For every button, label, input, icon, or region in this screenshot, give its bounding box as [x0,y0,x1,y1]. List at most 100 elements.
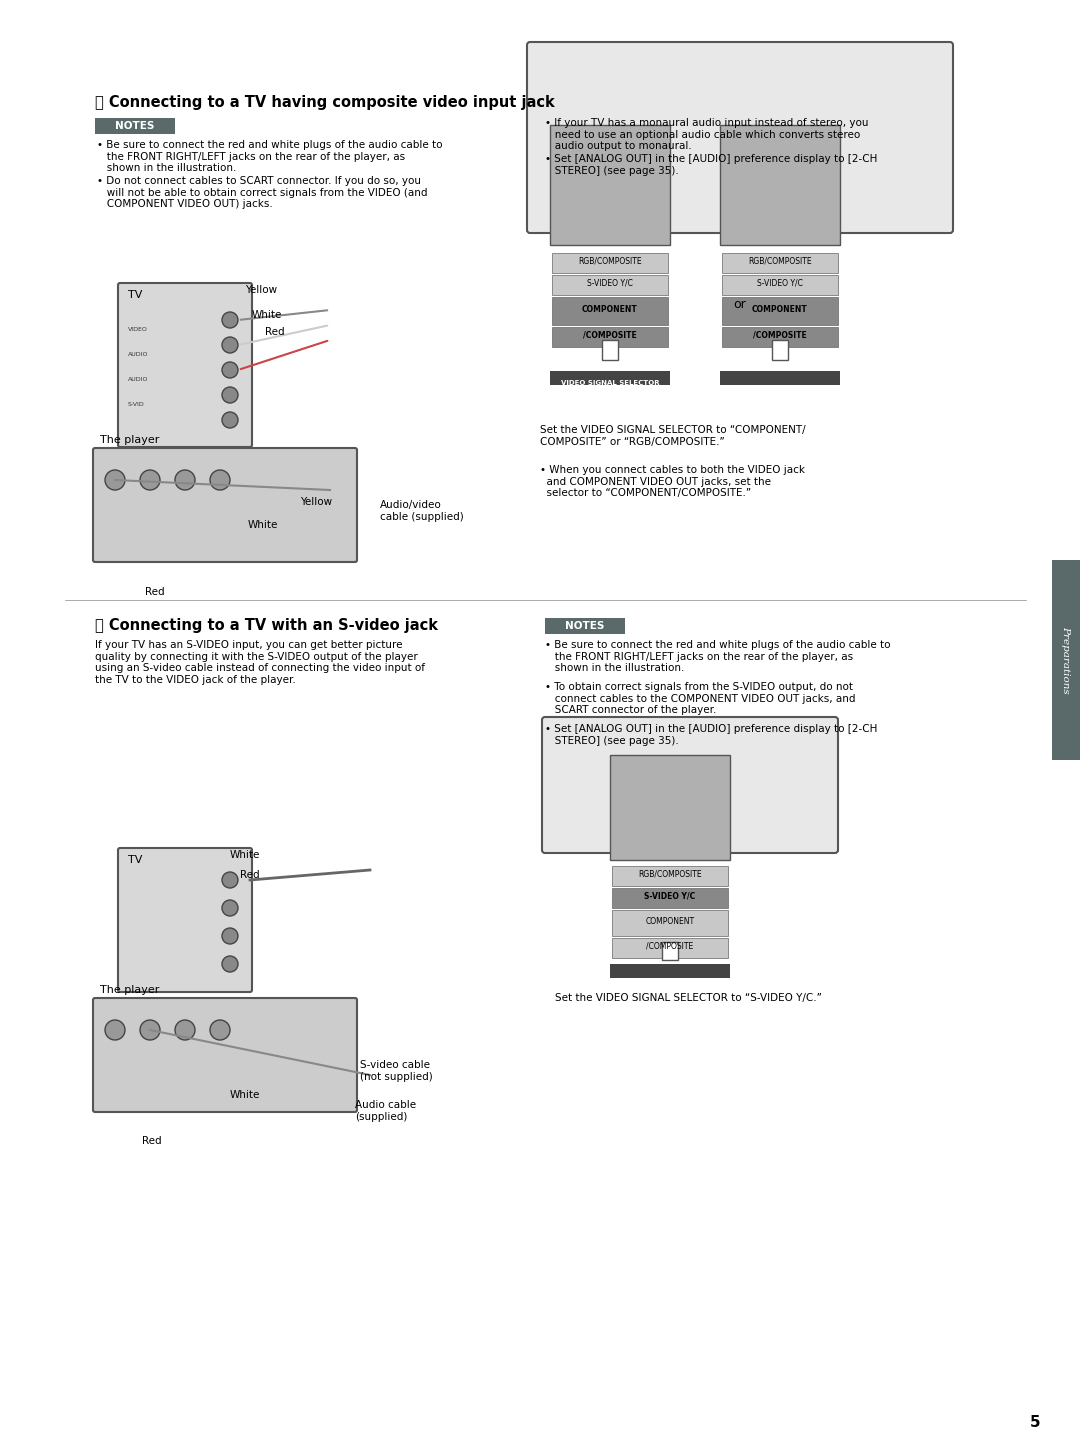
FancyBboxPatch shape [93,448,357,562]
Circle shape [140,1021,160,1040]
Text: Set the VIDEO SIGNAL SELECTOR to “COMPONENT/
COMPOSITE” or “RGB/COMPOSITE.”: Set the VIDEO SIGNAL SELECTOR to “COMPON… [540,425,806,447]
Bar [602,341,618,360]
Bar [545,617,625,633]
Text: /COMPOSITE: /COMPOSITE [646,942,693,951]
Text: S-VID: S-VID [129,402,145,408]
Bar [723,297,838,325]
Text: Yellow: Yellow [245,285,278,296]
Bar [723,328,838,347]
Circle shape [222,387,238,403]
Bar [772,341,788,360]
Text: S-VIDEO Y/C: S-VIDEO Y/C [757,278,802,287]
Circle shape [175,1021,195,1040]
Bar [612,866,728,887]
Bar [610,756,730,860]
Text: • Be sure to connect the red and white plugs of the audio cable to
   the FRONT : • Be sure to connect the red and white p… [545,641,891,673]
Text: or: or [733,298,746,312]
Text: • Set [ANALOG OUT] in the [AUDIO] preference display to [2-CH
   STEREO] (see pa: • Set [ANALOG OUT] in the [AUDIO] prefer… [545,724,877,745]
Bar [612,910,728,936]
Bar [723,275,838,296]
Bar [612,938,728,958]
Circle shape [222,412,238,428]
Circle shape [210,470,230,491]
Bar [552,275,669,296]
Text: RGB/COMPOSITE: RGB/COMPOSITE [638,869,702,878]
Text: Preparations: Preparations [1062,626,1070,695]
Circle shape [105,1021,125,1040]
Circle shape [105,470,125,491]
Bar [552,328,669,347]
Bar [612,888,728,909]
Text: TV: TV [129,290,143,300]
Bar [723,253,838,272]
Text: 5: 5 [1029,1415,1040,1430]
Text: Ⓒ Connecting to a TV with an S-video jack: Ⓒ Connecting to a TV with an S-video jac… [95,617,438,633]
Text: Red: Red [240,871,259,879]
FancyBboxPatch shape [118,847,252,992]
Text: COMPONENT: COMPONENT [646,916,694,926]
Bar [720,125,840,245]
Text: Red: Red [145,587,164,597]
FancyBboxPatch shape [93,997,357,1112]
Text: RGB/COMPOSITE: RGB/COMPOSITE [578,256,642,265]
FancyBboxPatch shape [118,282,252,447]
Text: If your TV has an S-VIDEO input, you can get better picture
quality by connectin: If your TV has an S-VIDEO input, you can… [95,641,426,684]
Bar [720,371,840,384]
Circle shape [222,957,238,973]
Text: NOTES: NOTES [565,622,605,630]
Text: Red: Red [141,1136,162,1146]
Circle shape [210,1021,230,1040]
Circle shape [222,872,238,888]
Text: /COMPOSITE: /COMPOSITE [583,331,637,339]
Text: TV: TV [129,855,143,865]
Text: COMPONENT: COMPONENT [582,304,638,313]
Text: White: White [248,520,279,530]
Bar [552,297,669,325]
Text: • Do not connect cables to SCART connector. If you do so, you
   will not be abl: • Do not connect cables to SCART connect… [97,176,428,210]
Text: • If your TV has a monaural audio input instead of stereo, you
   need to use an: • If your TV has a monaural audio input … [545,118,868,151]
Text: Red: Red [265,328,285,336]
Text: Set the VIDEO SIGNAL SELECTOR to “S-VIDEO Y/C.”: Set the VIDEO SIGNAL SELECTOR to “S-VIDE… [555,993,822,1003]
Text: VIDEO SIGNAL SELECTOR: VIDEO SIGNAL SELECTOR [561,380,659,386]
Text: • To obtain correct signals from the S-VIDEO output, do not
   connect cables to: • To obtain correct signals from the S-V… [545,681,855,715]
Text: • Be sure to connect the red and white plugs of the audio cable to
   the FRONT : • Be sure to connect the red and white p… [97,140,443,173]
Circle shape [175,470,195,491]
Circle shape [140,470,160,491]
Text: VIDEO SIGNAL SELECTOR: VIDEO SIGNAL SELECTOR [621,978,719,986]
Text: COMPONENT: COMPONENT [752,304,808,313]
Text: RGB/COMPOSITE: RGB/COMPOSITE [748,256,812,265]
Circle shape [222,363,238,379]
Text: Yellow: Yellow [300,496,333,507]
Text: VIDEO SIGNAL SELECTOR: VIDEO SIGNAL SELECTOR [561,386,659,392]
Bar [662,942,678,960]
FancyBboxPatch shape [527,42,953,233]
Text: The player: The player [100,435,160,446]
Text: S-VIDEO Y/C: S-VIDEO Y/C [588,278,633,287]
Text: AUDIO: AUDIO [129,352,149,357]
Text: /COMPOSITE: /COMPOSITE [753,331,807,339]
FancyBboxPatch shape [542,716,838,853]
Bar [552,253,669,272]
Circle shape [222,900,238,916]
Text: NOTES: NOTES [116,121,154,131]
Text: Audio/video
cable (supplied): Audio/video cable (supplied) [380,499,463,521]
Text: S-VIDEO Y/C: S-VIDEO Y/C [645,891,696,900]
Text: AUDIO: AUDIO [129,377,149,381]
Text: S-video cable
(not supplied): S-video cable (not supplied) [360,1060,433,1082]
Text: White: White [230,850,260,860]
Bar [1052,561,1080,760]
Bar [550,371,670,384]
Text: White: White [230,1091,260,1099]
Text: Audio cable
(supplied): Audio cable (supplied) [355,1099,416,1121]
Bar [610,964,730,978]
Text: VIDEO: VIDEO [129,328,148,332]
Text: Ⓑ Connecting to a TV having composite video input jack: Ⓑ Connecting to a TV having composite vi… [95,95,555,111]
Text: White: White [252,310,282,320]
Text: • Set [ANALOG OUT] in the [AUDIO] preference display to [2-CH
   STEREO] (see pa: • Set [ANALOG OUT] in the [AUDIO] prefer… [545,154,877,176]
Text: The player: The player [100,986,160,994]
Circle shape [222,336,238,352]
Text: • When you connect cables to both the VIDEO jack
  and COMPONENT VIDEO OUT jacks: • When you connect cables to both the VI… [540,464,805,498]
Circle shape [222,312,238,328]
Text: VIDEO SIGNAL SELECTOR: VIDEO SIGNAL SELECTOR [731,386,829,392]
Bar [550,125,670,245]
